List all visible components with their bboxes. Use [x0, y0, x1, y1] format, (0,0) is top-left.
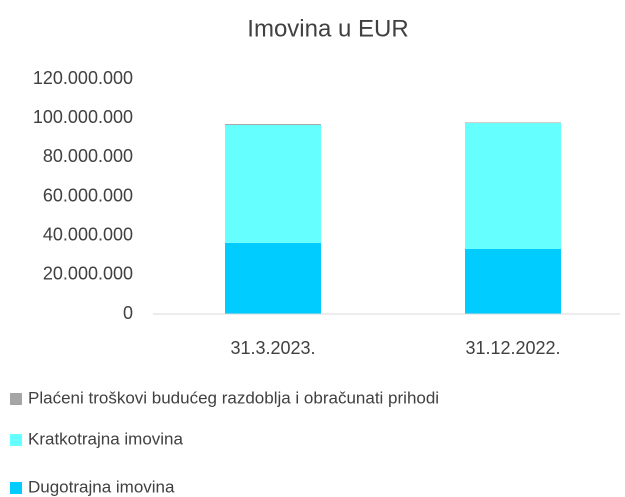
bar-segment — [465, 248, 561, 314]
x-tick-label: 31.12.2022. — [465, 338, 560, 358]
y-tick-label: 60.000.000 — [43, 185, 133, 205]
y-tick-label: 40.000.000 — [43, 224, 133, 244]
x-tick-label: 31.3.2023. — [230, 338, 315, 358]
chart-title: Imovina u EUR — [247, 15, 408, 42]
bar-segment — [465, 122, 561, 124]
y-tick-label: 80.000.000 — [43, 146, 133, 166]
bar-segment — [225, 242, 321, 314]
bar-segment — [465, 123, 561, 249]
legend-label: Dugotrajna imovina — [28, 477, 175, 496]
legend-swatch — [10, 482, 22, 494]
bar-segment — [225, 124, 321, 126]
y-tick-label: 0 — [123, 303, 133, 323]
legend-label: Kratkotrajna imovina — [28, 429, 184, 448]
legend-swatch — [10, 393, 22, 405]
y-tick-label: 120.000.000 — [33, 68, 133, 88]
legend-swatch — [10, 434, 22, 446]
legend-label: Plaćeni troškovi budućeg razdoblja i obr… — [28, 388, 439, 407]
y-tick-label: 100.000.000 — [33, 107, 133, 127]
bar-segment — [225, 125, 321, 243]
y-tick-label: 20.000.000 — [43, 264, 133, 284]
